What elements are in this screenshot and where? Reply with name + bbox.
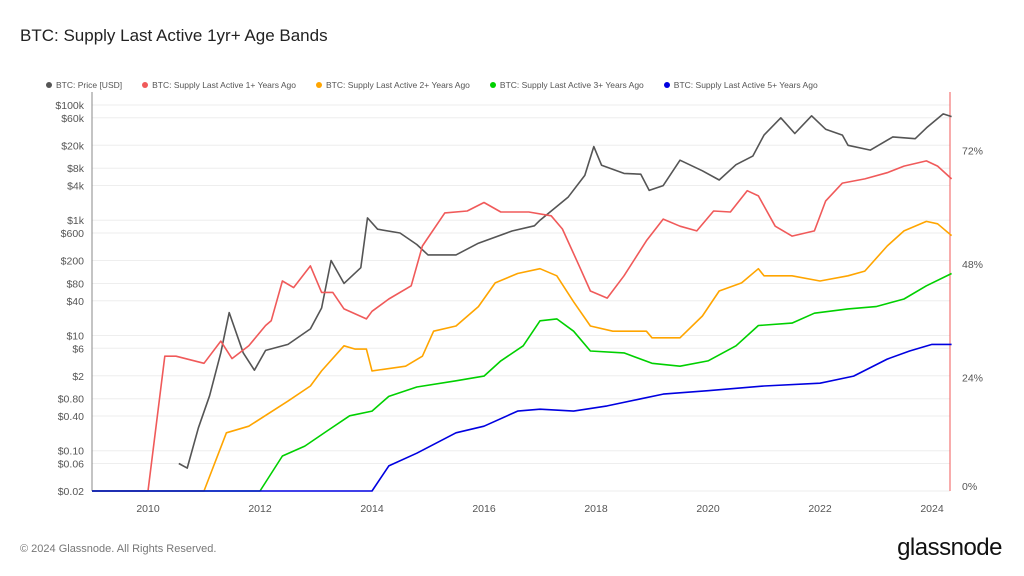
y-left-tick-label: $6 bbox=[72, 343, 84, 355]
y-left-tick-label: $100k bbox=[55, 100, 84, 112]
legend-label: BTC: Supply Last Active 1+ Years Ago bbox=[152, 80, 297, 90]
y-left-tick-label: $600 bbox=[61, 228, 85, 240]
legend-item[interactable]: BTC: Supply Last Active 1+ Years Ago bbox=[142, 80, 296, 90]
y-right-tick-label: 0% bbox=[962, 481, 977, 493]
series-line-supply-4 bbox=[92, 343, 952, 492]
y-left-tick-label: $0.10 bbox=[58, 446, 84, 458]
x-tick-label: 2022 bbox=[808, 503, 832, 515]
legend-item[interactable]: BTC: Price [USD] bbox=[46, 80, 122, 90]
x-tick-label: 2012 bbox=[248, 503, 272, 515]
y-left-tick-label: $80 bbox=[66, 278, 84, 290]
series-line-price bbox=[178, 113, 952, 469]
y-left-tick-label: $2 bbox=[72, 371, 84, 383]
chart-title: BTC: Supply Last Active 1yr+ Age Bands bbox=[20, 26, 328, 45]
legend-item[interactable]: BTC: Supply Last Active 5+ Years Ago bbox=[663, 80, 818, 90]
x-tick-label: 2010 bbox=[136, 503, 160, 515]
legend-dot-icon bbox=[142, 82, 149, 88]
y-left-tick-label: $0.02 bbox=[58, 486, 84, 498]
legend-label: BTC: Price [USD] bbox=[56, 80, 123, 90]
legend-label: BTC: Supply Last Active 3+ Years Ago bbox=[499, 80, 644, 90]
y-right-tick-label: 24% bbox=[962, 373, 983, 385]
y-left-tick-label: $40 bbox=[66, 296, 84, 308]
y-left-tick-label: $20k bbox=[61, 140, 85, 152]
y-left-tick-label: $200 bbox=[61, 256, 85, 268]
x-tick-label: 2018 bbox=[584, 503, 608, 515]
y-left-tick-label: $0.80 bbox=[58, 394, 84, 406]
y-left-tick-label: $1k bbox=[67, 215, 85, 227]
legend-dot-icon bbox=[663, 82, 670, 88]
y-right-tick-label: 72% bbox=[962, 146, 983, 158]
y-left-tick-label: $0.06 bbox=[58, 459, 84, 471]
x-tick-label: 2014 bbox=[360, 503, 384, 515]
series-line-supply-2 bbox=[92, 220, 953, 492]
y-left-tick-label: $0.40 bbox=[58, 411, 84, 423]
glassnode-logo: glassnode bbox=[897, 534, 1002, 561]
legend-label: BTC: Supply Last Active 2+ Years Ago bbox=[326, 80, 470, 90]
y-left-tick-label: $8k bbox=[67, 163, 85, 175]
copyright: © 2024 Glassnode. All Rights Reserved. bbox=[20, 543, 217, 555]
x-tick-label: 2020 bbox=[696, 503, 720, 515]
x-tick-label: 2024 bbox=[920, 503, 944, 515]
legend-item[interactable]: BTC: Supply Last Active 2+ Years Ago bbox=[316, 80, 470, 90]
legend-dot-icon bbox=[46, 82, 52, 88]
legend-dot-icon bbox=[316, 82, 323, 88]
legend: BTC: Price [USD] BTC: Supply Last Active … bbox=[46, 80, 818, 90]
x-tick-label: 2016 bbox=[472, 503, 496, 515]
series-line-supply-3 bbox=[92, 272, 952, 492]
legend-label: BTC: Supply Last Active 5+ Years Ago bbox=[673, 80, 818, 90]
y-right-tick-label: 48% bbox=[962, 259, 983, 271]
series-line-supply-1 bbox=[92, 160, 953, 492]
legend-dot-icon bbox=[489, 82, 496, 88]
y-left-tick-label: $10 bbox=[66, 330, 84, 342]
legend-item[interactable]: BTC: Supply Last Active 3+ Years Ago bbox=[489, 80, 644, 90]
y-left-tick-label: $4k bbox=[67, 181, 85, 193]
y-left-tick-label: $60k bbox=[61, 113, 85, 125]
